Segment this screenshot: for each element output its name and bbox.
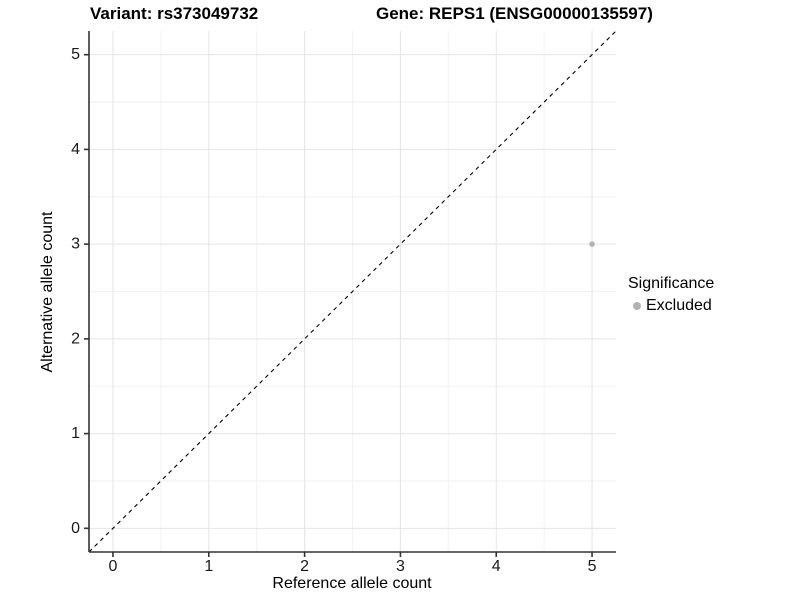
y-tick-label: 5 [71, 46, 80, 63]
plot-title-variant: Variant: rs373049732 [90, 4, 259, 23]
y-tick-label: 0 [71, 520, 80, 537]
legend-item-excluded: Excluded [628, 296, 714, 316]
x-tick-label: 2 [300, 558, 309, 575]
x-tick-label: 3 [396, 558, 405, 575]
x-axis-title: Reference allele count [272, 575, 432, 592]
data-point [589, 241, 595, 247]
x-tick-label: 1 [204, 558, 213, 575]
legend-key-dot [633, 302, 641, 310]
x-tick-label: 4 [492, 558, 501, 575]
y-tick-label: 2 [71, 330, 80, 347]
y-axis-title: Alternative allele count [39, 211, 56, 373]
legend-item-label: Excluded [646, 297, 712, 314]
x-tick-label: 0 [109, 558, 118, 575]
x-tick-label: 5 [588, 558, 597, 575]
y-tick-label: 3 [71, 236, 80, 253]
identity-line [88, 30, 617, 553]
y-tick-label: 4 [71, 141, 80, 158]
legend: Significance Excluded [628, 274, 714, 316]
legend-title: Significance [628, 275, 715, 292]
plot-title-gene: Gene: REPS1 (ENSG00000135597) [376, 4, 653, 23]
y-tick-label: 1 [71, 425, 80, 442]
